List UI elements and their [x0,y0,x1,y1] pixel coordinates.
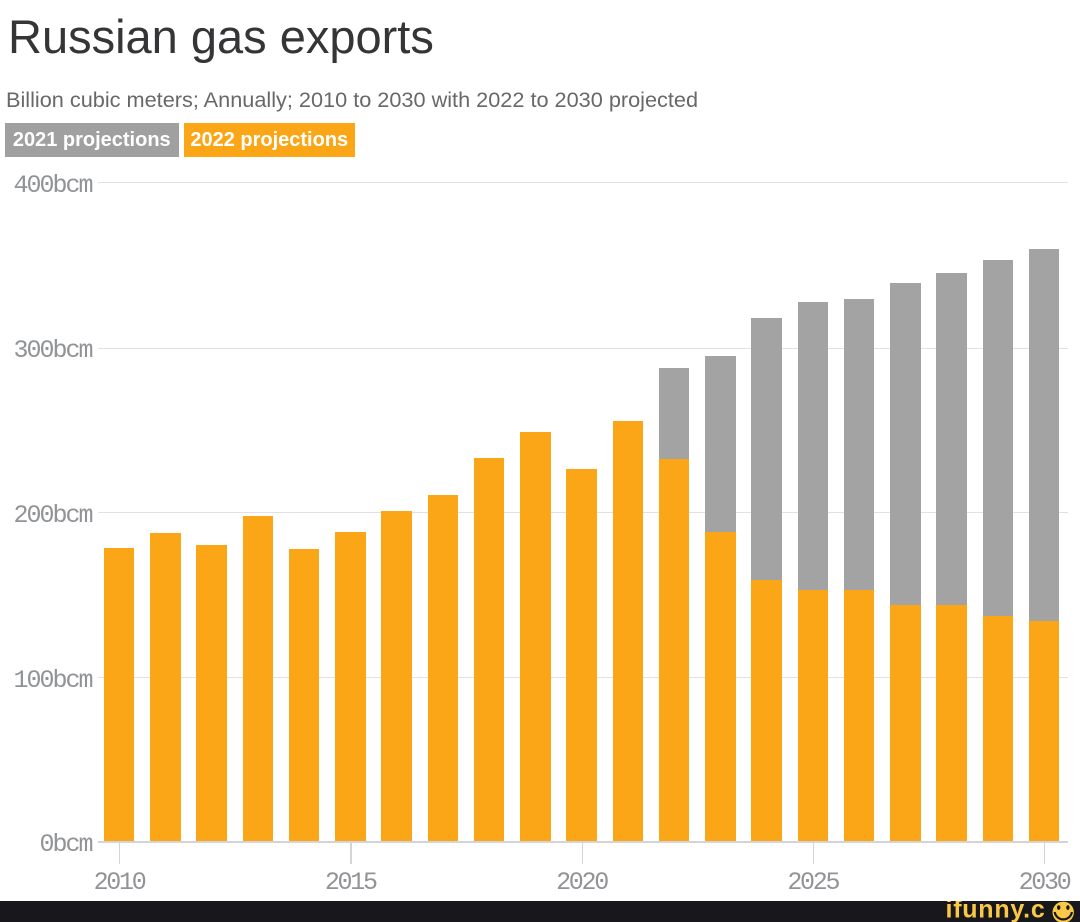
svg-text:ifunny.c: ifunny.c [946,901,1046,922]
